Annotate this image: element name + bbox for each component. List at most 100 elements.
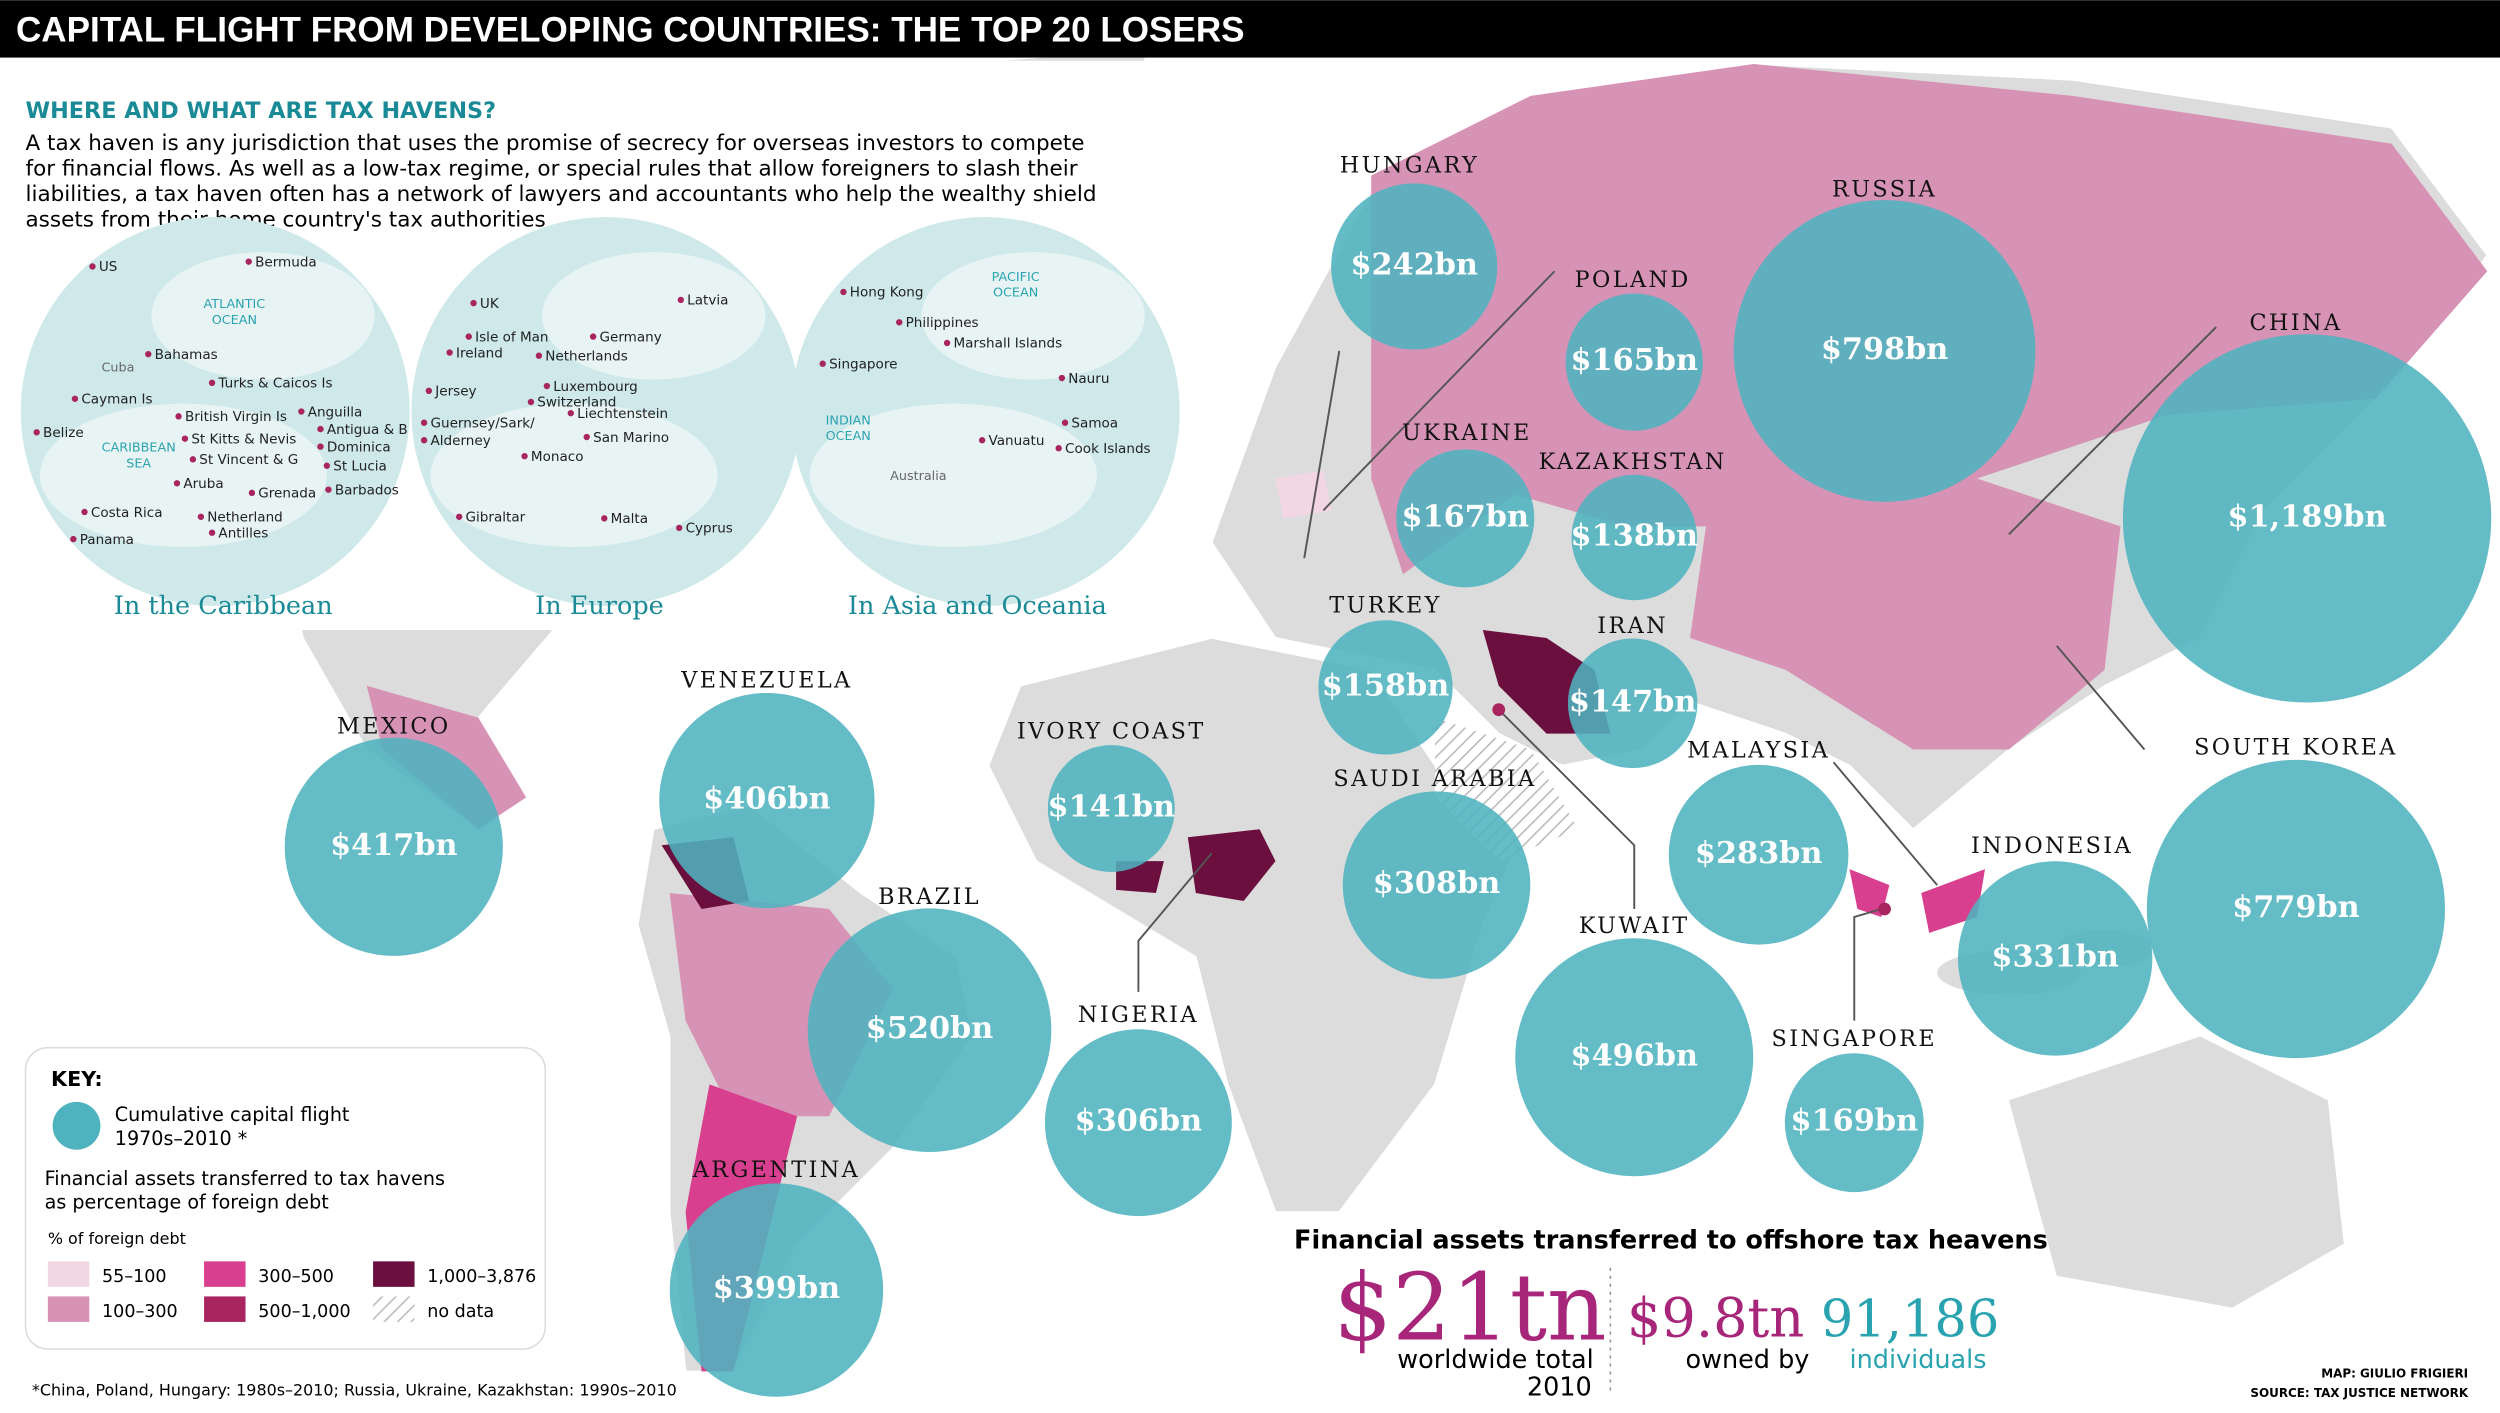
place-label: Cayman Is	[81, 392, 152, 408]
ocean-label: Cuba	[102, 361, 135, 376]
bubble	[1044, 1029, 1232, 1217]
bubble	[1567, 638, 1698, 769]
place-dot	[840, 288, 847, 296]
place-dot	[455, 513, 463, 520]
place-label: Alderney	[430, 433, 490, 449]
bubble-value: $1,189bn	[2228, 499, 2387, 534]
total-label: worldwide total	[1397, 1345, 1593, 1375]
place-dot	[676, 524, 683, 532]
ocean-label: OCEAN	[993, 286, 1038, 301]
place-dot	[317, 425, 324, 433]
key-class-label: 100–300	[102, 1302, 178, 1322]
owned: $9.8tn	[1627, 1286, 1804, 1349]
ocean-label: PACIFIC	[992, 270, 1040, 285]
inset-land	[542, 252, 766, 380]
bubble	[2122, 334, 2492, 703]
place-dot	[446, 349, 453, 356]
bubble	[669, 1183, 884, 1397]
place-label: Guernsey/Sark/	[430, 415, 535, 431]
place-label: St Kitts & Nevis	[191, 431, 296, 447]
key-swatch	[47, 1296, 90, 1322]
totals: Financial assets transferred to offshore…	[1294, 1226, 2048, 1403]
place-label: Hong Kong	[850, 285, 924, 301]
country-name: KAZAKHSTAN	[1539, 449, 1727, 475]
place-dot	[543, 382, 551, 390]
people-label: individuals	[1850, 1345, 1987, 1375]
bubble-value: $138bn	[1571, 518, 1698, 553]
place-dot	[325, 486, 332, 493]
place-label: Barbados	[335, 482, 399, 498]
bubble-value: $496bn	[1571, 1038, 1698, 1073]
place-label: Singapore	[829, 356, 897, 372]
key-heading: KEY:	[51, 1067, 103, 1091]
ocean-label: Australia	[890, 469, 946, 484]
place-label: St Lucia	[333, 459, 387, 475]
place-dot	[601, 515, 608, 522]
key-class-label: 55–100	[102, 1267, 166, 1287]
key-swatch	[373, 1296, 415, 1322]
key-subheading: as percentage of foreign debt	[45, 1191, 330, 1214]
place-label: Isle of Man	[475, 329, 548, 345]
key-swatch	[204, 1261, 246, 1287]
place-label: St Vincent & G	[199, 452, 298, 468]
inset	[411, 217, 801, 607]
place-dot	[208, 529, 216, 536]
place-label: Grenada	[258, 486, 316, 502]
bubble-value: $406bn	[703, 782, 830, 817]
country-name: CHINA	[2249, 310, 2342, 336]
bubble-value: $331bn	[1991, 939, 2118, 974]
place-dot	[535, 352, 543, 359]
people: 91,186	[1821, 1290, 2000, 1349]
bubble	[1396, 449, 1535, 588]
explainer-line: for financial flows. As well as a low-ta…	[26, 157, 1078, 182]
explainer-heading: WHERE AND WHAT ARE TAX HAVENS?	[26, 98, 497, 124]
bubble-value: $158bn	[1322, 668, 1449, 703]
place-dot	[81, 508, 88, 516]
key: KEY: Cumulative capital flight1970s–2010…	[24, 1046, 547, 1350]
place-dot	[896, 319, 903, 326]
place-dot	[465, 333, 472, 340]
place-label: Panama	[80, 532, 134, 548]
place-dot	[208, 379, 216, 387]
place-dot	[245, 258, 252, 265]
place-label: Liechtenstein	[577, 406, 668, 422]
place-dot	[1055, 445, 1062, 452]
key-unit: % of foreign debt	[48, 1229, 186, 1248]
bubble	[659, 692, 875, 909]
inset-caption: In Europe	[535, 591, 664, 621]
bubble-value: $798bn	[1821, 332, 1948, 367]
owned-label: owned by	[1686, 1345, 1810, 1375]
place-dot	[470, 299, 477, 307]
place-dot	[1058, 374, 1066, 382]
key-bubble-label: Cumulative capital flight	[115, 1103, 350, 1126]
ocean-label: SEA	[126, 456, 151, 471]
place-dot	[521, 452, 528, 460]
place-label: Cook Islands	[1065, 441, 1151, 457]
place-dot	[527, 398, 535, 406]
place-dot	[317, 443, 324, 450]
place-label: Jersey	[434, 384, 476, 400]
inset	[790, 217, 1180, 607]
bubble	[284, 737, 503, 956]
credit: SOURCE: TAX JUSTICE NETWORK	[2250, 1386, 2468, 1400]
bubble	[1668, 764, 1849, 945]
place-dot	[589, 333, 597, 340]
insets: US Bermuda Bahamas Turks & Caicos Is Cayman …	[20, 217, 1180, 621]
key-class-label: 500–1,000	[258, 1302, 350, 1322]
inset-caption: In Asia and Oceania	[848, 591, 1107, 621]
place-dot	[583, 433, 590, 441]
bubble	[1784, 1053, 1924, 1193]
footnote: *China, Poland, Hungary: 1980s–2010; Rus…	[32, 1380, 677, 1399]
country-name: IRAN	[1597, 613, 1668, 639]
place-dot	[978, 437, 986, 444]
place-dot	[425, 387, 433, 394]
place-label: Cyprus	[686, 521, 733, 537]
country-name: NIGERIA	[1078, 1002, 1199, 1028]
key-class-label: 1,000–3,876	[427, 1267, 536, 1287]
total-label: 2010	[1527, 1372, 1592, 1402]
bubble	[1342, 791, 1531, 979]
explainer-body: A tax haven is any jurisdiction that use…	[26, 131, 1097, 233]
country-name: POLAND	[1575, 267, 1691, 293]
inset-land	[809, 403, 1097, 548]
